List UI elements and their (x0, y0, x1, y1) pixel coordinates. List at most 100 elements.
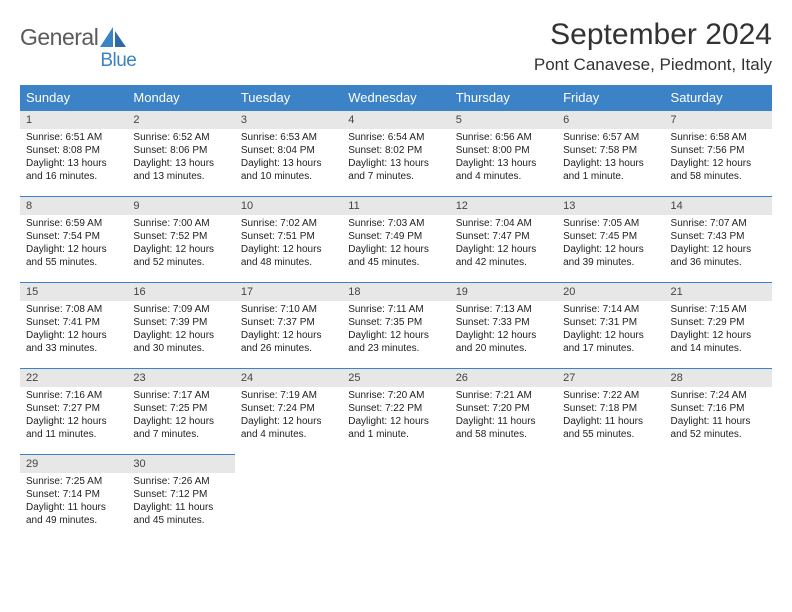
weekday-wednesday: Wednesday (342, 85, 449, 111)
day-number: 24 (235, 369, 342, 387)
sunrise-text: Sunrise: 7:24 AM (671, 389, 766, 402)
daylight-text: Daylight: 12 hours and 4 minutes. (241, 415, 336, 441)
sunset-text: Sunset: 7:35 PM (348, 316, 443, 329)
sunrise-text: Sunrise: 7:04 AM (456, 217, 551, 230)
sunrise-text: Sunrise: 7:08 AM (26, 303, 121, 316)
daylight-text: Daylight: 12 hours and 1 minute. (348, 415, 443, 441)
day-number: 13 (557, 197, 664, 215)
day-cell: 7Sunrise: 6:58 AMSunset: 7:56 PMDaylight… (665, 110, 772, 196)
sunrise-text: Sunrise: 7:19 AM (241, 389, 336, 402)
weekday-sunday: Sunday (20, 85, 127, 111)
day-body: Sunrise: 6:51 AMSunset: 8:08 PMDaylight:… (20, 129, 127, 187)
daylight-text: Daylight: 12 hours and 17 minutes. (563, 329, 658, 355)
sunrise-text: Sunrise: 6:52 AM (133, 131, 228, 144)
day-body: Sunrise: 7:20 AMSunset: 7:22 PMDaylight:… (342, 387, 449, 445)
day-body: Sunrise: 6:56 AMSunset: 8:00 PMDaylight:… (450, 129, 557, 187)
sunset-text: Sunset: 8:02 PM (348, 144, 443, 157)
day-body: Sunrise: 7:14 AMSunset: 7:31 PMDaylight:… (557, 301, 664, 359)
daylight-text: Daylight: 12 hours and 7 minutes. (133, 415, 228, 441)
sunset-text: Sunset: 7:43 PM (671, 230, 766, 243)
sunrise-text: Sunrise: 7:17 AM (133, 389, 228, 402)
daylight-text: Daylight: 12 hours and 26 minutes. (241, 329, 336, 355)
sunrise-text: Sunrise: 7:26 AM (133, 475, 228, 488)
sunset-text: Sunset: 7:41 PM (26, 316, 121, 329)
day-cell: 22Sunrise: 7:16 AMSunset: 7:27 PMDayligh… (20, 368, 127, 454)
day-body: Sunrise: 6:53 AMSunset: 8:04 PMDaylight:… (235, 129, 342, 187)
location-text: Pont Canavese, Piedmont, Italy (534, 55, 772, 75)
sunrise-text: Sunrise: 7:14 AM (563, 303, 658, 316)
day-cell: 6Sunrise: 6:57 AMSunset: 7:58 PMDaylight… (557, 110, 664, 196)
day-number: 29 (20, 455, 127, 473)
empty-cell (557, 454, 664, 540)
day-number: 26 (450, 369, 557, 387)
sunset-text: Sunset: 7:16 PM (671, 402, 766, 415)
sunset-text: Sunset: 7:52 PM (133, 230, 228, 243)
daylight-text: Daylight: 12 hours and 58 minutes. (671, 157, 766, 183)
day-cell: 1Sunrise: 6:51 AMSunset: 8:08 PMDaylight… (20, 110, 127, 196)
sunrise-text: Sunrise: 6:59 AM (26, 217, 121, 230)
daylight-text: Daylight: 13 hours and 13 minutes. (133, 157, 228, 183)
calendar-week-row: 22Sunrise: 7:16 AMSunset: 7:27 PMDayligh… (20, 368, 772, 454)
logo-text-general: General (20, 24, 98, 51)
day-body: Sunrise: 7:05 AMSunset: 7:45 PMDaylight:… (557, 215, 664, 273)
page-title: September 2024 (534, 18, 772, 53)
day-body: Sunrise: 7:00 AMSunset: 7:52 PMDaylight:… (127, 215, 234, 273)
day-cell: 21Sunrise: 7:15 AMSunset: 7:29 PMDayligh… (665, 282, 772, 368)
sunset-text: Sunset: 8:08 PM (26, 144, 121, 157)
page-header: General Blue September 2024 Pont Canaves… (20, 18, 772, 75)
day-cell: 30Sunrise: 7:26 AMSunset: 7:12 PMDayligh… (127, 454, 234, 540)
day-body: Sunrise: 7:10 AMSunset: 7:37 PMDaylight:… (235, 301, 342, 359)
sunset-text: Sunset: 7:22 PM (348, 402, 443, 415)
weekday-saturday: Saturday (665, 85, 772, 111)
empty-cell (235, 454, 342, 540)
day-body: Sunrise: 7:19 AMSunset: 7:24 PMDaylight:… (235, 387, 342, 445)
day-number: 6 (557, 111, 664, 129)
sunset-text: Sunset: 7:51 PM (241, 230, 336, 243)
calendar-page: General Blue September 2024 Pont Canaves… (0, 0, 792, 612)
daylight-text: Daylight: 12 hours and 55 minutes. (26, 243, 121, 269)
day-body: Sunrise: 7:04 AMSunset: 7:47 PMDaylight:… (450, 215, 557, 273)
header-right: September 2024 Pont Canavese, Piedmont, … (534, 18, 772, 75)
day-body: Sunrise: 7:25 AMSunset: 7:14 PMDaylight:… (20, 473, 127, 531)
sunrise-text: Sunrise: 7:22 AM (563, 389, 658, 402)
sunset-text: Sunset: 8:06 PM (133, 144, 228, 157)
day-cell: 20Sunrise: 7:14 AMSunset: 7:31 PMDayligh… (557, 282, 664, 368)
day-cell: 8Sunrise: 6:59 AMSunset: 7:54 PMDaylight… (20, 196, 127, 282)
day-cell: 27Sunrise: 7:22 AMSunset: 7:18 PMDayligh… (557, 368, 664, 454)
day-body: Sunrise: 6:57 AMSunset: 7:58 PMDaylight:… (557, 129, 664, 187)
day-body: Sunrise: 7:02 AMSunset: 7:51 PMDaylight:… (235, 215, 342, 273)
day-cell: 17Sunrise: 7:10 AMSunset: 7:37 PMDayligh… (235, 282, 342, 368)
daylight-text: Daylight: 12 hours and 20 minutes. (456, 329, 551, 355)
sunset-text: Sunset: 7:47 PM (456, 230, 551, 243)
daylight-text: Daylight: 12 hours and 42 minutes. (456, 243, 551, 269)
daylight-text: Daylight: 13 hours and 16 minutes. (26, 157, 121, 183)
sunset-text: Sunset: 7:27 PM (26, 402, 121, 415)
calendar-week-row: 15Sunrise: 7:08 AMSunset: 7:41 PMDayligh… (20, 282, 772, 368)
day-number: 17 (235, 283, 342, 301)
day-cell: 23Sunrise: 7:17 AMSunset: 7:25 PMDayligh… (127, 368, 234, 454)
day-body: Sunrise: 6:54 AMSunset: 8:02 PMDaylight:… (342, 129, 449, 187)
day-body: Sunrise: 7:17 AMSunset: 7:25 PMDaylight:… (127, 387, 234, 445)
daylight-text: Daylight: 12 hours and 48 minutes. (241, 243, 336, 269)
logo-text-blue: Blue (100, 50, 136, 72)
day-body: Sunrise: 7:21 AMSunset: 7:20 PMDaylight:… (450, 387, 557, 445)
day-cell: 12Sunrise: 7:04 AMSunset: 7:47 PMDayligh… (450, 196, 557, 282)
daylight-text: Daylight: 12 hours and 52 minutes. (133, 243, 228, 269)
weekday-header-row: Sunday Monday Tuesday Wednesday Thursday… (20, 85, 772, 111)
daylight-text: Daylight: 11 hours and 58 minutes. (456, 415, 551, 441)
sunrise-text: Sunrise: 6:54 AM (348, 131, 443, 144)
sunrise-text: Sunrise: 7:10 AM (241, 303, 336, 316)
sunrise-text: Sunrise: 7:15 AM (671, 303, 766, 316)
day-number: 3 (235, 111, 342, 129)
day-number: 4 (342, 111, 449, 129)
sunset-text: Sunset: 7:33 PM (456, 316, 551, 329)
weekday-friday: Friday (557, 85, 664, 111)
sunrise-text: Sunrise: 7:09 AM (133, 303, 228, 316)
empty-cell (665, 454, 772, 540)
day-number: 8 (20, 197, 127, 215)
sunset-text: Sunset: 7:14 PM (26, 488, 121, 501)
day-number: 27 (557, 369, 664, 387)
day-number: 22 (20, 369, 127, 387)
daylight-text: Daylight: 11 hours and 45 minutes. (133, 501, 228, 527)
day-cell: 13Sunrise: 7:05 AMSunset: 7:45 PMDayligh… (557, 196, 664, 282)
